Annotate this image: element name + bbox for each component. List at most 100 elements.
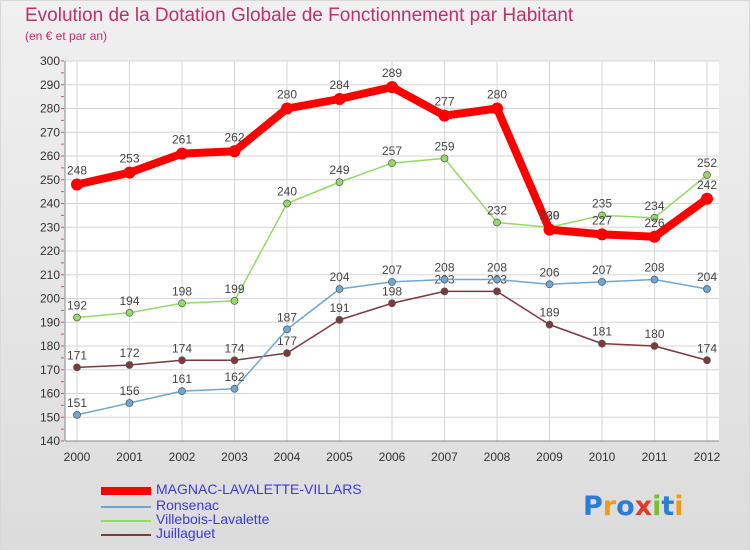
legend-label: Juillaguet bbox=[156, 525, 216, 541]
legend-swatch bbox=[101, 487, 151, 495]
data-point bbox=[598, 278, 606, 286]
data-point bbox=[701, 192, 713, 205]
y-tick-label: 160 bbox=[40, 387, 60, 401]
data-label: 227 bbox=[592, 213, 612, 227]
y-tick-label: 180 bbox=[40, 339, 60, 353]
y-tick-label: 170 bbox=[40, 363, 60, 377]
y-tick-label: 250 bbox=[40, 173, 60, 187]
data-label: 242 bbox=[697, 178, 717, 192]
logo-letter: o bbox=[616, 491, 635, 522]
data-label: 172 bbox=[119, 346, 139, 360]
data-label: 253 bbox=[119, 152, 139, 166]
data-point bbox=[123, 166, 136, 179]
data-point bbox=[440, 275, 449, 284]
data-label: 289 bbox=[382, 66, 402, 80]
y-tick-label: 270 bbox=[40, 125, 60, 139]
data-point bbox=[283, 349, 291, 357]
data-point bbox=[230, 297, 239, 305]
data-label: 234 bbox=[644, 199, 664, 213]
x-tick-label: 2006 bbox=[379, 450, 406, 464]
data-label: 174 bbox=[224, 341, 244, 355]
x-tick-label: 2009 bbox=[536, 450, 563, 464]
data-point bbox=[650, 275, 659, 284]
data-label: 187 bbox=[277, 310, 297, 324]
data-point bbox=[650, 342, 659, 350]
data-label: 162 bbox=[224, 370, 244, 384]
data-point bbox=[178, 356, 186, 365]
data-point bbox=[73, 363, 81, 372]
y-tick-label: 290 bbox=[40, 78, 60, 92]
x-tick-label: 2003 bbox=[221, 450, 248, 464]
data-point bbox=[388, 278, 396, 286]
data-point bbox=[491, 102, 503, 115]
y-tick-label: 210 bbox=[40, 268, 60, 282]
x-tick-label: 2001 bbox=[116, 450, 143, 464]
data-label: 207 bbox=[382, 263, 402, 277]
y-tick-label: 190 bbox=[40, 315, 60, 329]
y-tick-label: 140 bbox=[40, 434, 60, 448]
data-label: 204 bbox=[329, 270, 349, 284]
data-label: 252 bbox=[697, 156, 717, 170]
data-point bbox=[335, 316, 344, 324]
data-label: 235 bbox=[592, 196, 612, 210]
data-point bbox=[283, 199, 291, 208]
data-label: 208 bbox=[644, 261, 664, 275]
data-point bbox=[125, 308, 134, 317]
chart-title: Evolution de la Dotation Globale de Fonc… bbox=[25, 5, 574, 26]
logo-letter: t bbox=[661, 491, 675, 522]
data-label: 199 bbox=[224, 282, 244, 296]
data-point bbox=[178, 387, 186, 395]
data-point bbox=[388, 159, 396, 167]
data-label: 204 bbox=[697, 270, 717, 284]
data-label: 174 bbox=[172, 341, 192, 355]
data-point bbox=[440, 154, 449, 163]
data-point bbox=[281, 102, 293, 115]
data-label: 262 bbox=[224, 130, 244, 144]
data-point bbox=[493, 275, 501, 284]
data-label: 257 bbox=[382, 144, 402, 158]
proxiti-logo: Proxiti bbox=[583, 491, 684, 522]
data-label: 259 bbox=[434, 139, 454, 153]
y-tick-label: 280 bbox=[40, 102, 60, 116]
data-point bbox=[335, 178, 344, 186]
logo-letter: P bbox=[583, 491, 603, 522]
legend-swatch bbox=[101, 534, 151, 536]
logo-letter: i bbox=[652, 491, 662, 522]
data-label: 171 bbox=[67, 348, 87, 362]
data-point bbox=[230, 384, 239, 393]
data-point bbox=[648, 230, 661, 243]
data-label: 284 bbox=[329, 78, 349, 92]
x-tick-label: 2004 bbox=[274, 450, 301, 464]
data-label: 229 bbox=[539, 209, 559, 223]
x-tick-label: 2000 bbox=[64, 450, 91, 464]
y-tick-label: 200 bbox=[40, 292, 60, 306]
logo-letter: r bbox=[602, 491, 617, 522]
data-point bbox=[493, 287, 501, 296]
data-point bbox=[438, 109, 451, 122]
legend-label: Villebois-Lavalette bbox=[156, 511, 270, 527]
data-point bbox=[545, 280, 554, 289]
data-point bbox=[73, 411, 81, 419]
legend-label: Ronsenac bbox=[156, 497, 220, 513]
data-point bbox=[596, 228, 608, 241]
data-point bbox=[703, 171, 711, 179]
data-label: 249 bbox=[329, 163, 349, 177]
data-label: 277 bbox=[434, 95, 454, 109]
data-label: 191 bbox=[329, 301, 349, 315]
data-label: 280 bbox=[487, 88, 507, 102]
y-tick-label: 260 bbox=[40, 149, 60, 163]
chart-subtitle: (en € et par an) bbox=[25, 29, 108, 43]
y-tick-label: 150 bbox=[40, 410, 60, 424]
data-point bbox=[228, 145, 241, 158]
y-tick-label: 220 bbox=[40, 244, 60, 258]
data-label: 151 bbox=[67, 396, 87, 410]
data-point bbox=[388, 299, 396, 308]
data-point bbox=[73, 313, 81, 322]
data-label: 174 bbox=[697, 341, 717, 355]
data-point bbox=[333, 93, 346, 105]
x-tick-label: 2012 bbox=[694, 450, 721, 464]
data-point bbox=[386, 81, 398, 94]
data-point bbox=[440, 287, 449, 296]
data-label: 208 bbox=[434, 261, 454, 275]
